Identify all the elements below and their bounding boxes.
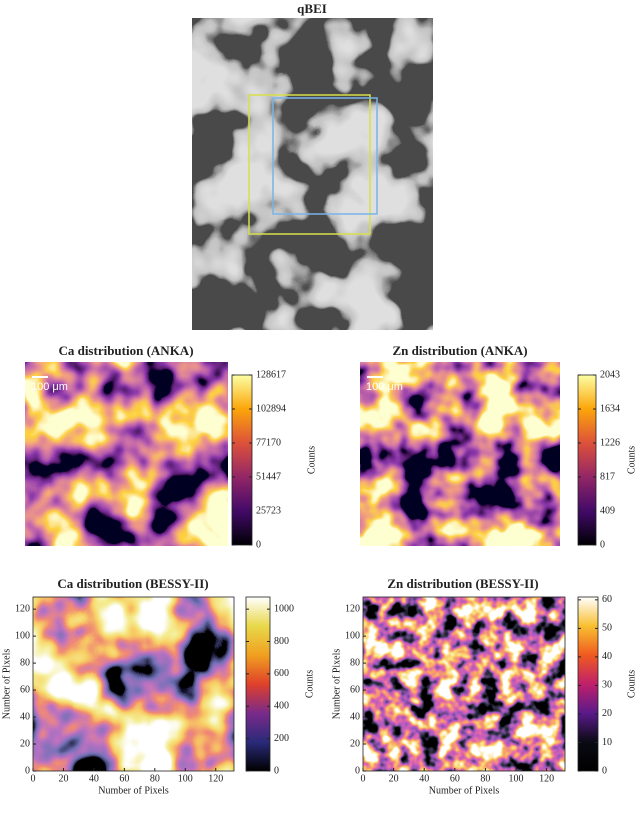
y-tick-label: 0 bbox=[25, 765, 30, 776]
plot-frame bbox=[32, 596, 235, 772]
y-tick-label: 40 bbox=[20, 711, 30, 722]
region-box bbox=[248, 94, 371, 235]
colorbar-tick-label: 200 bbox=[274, 733, 289, 744]
x-axis-label: Number of Pixels bbox=[98, 785, 169, 796]
colorbar-tick-label: 77170 bbox=[256, 437, 281, 448]
x-tick-label: 40 bbox=[419, 773, 429, 784]
x-tick-label: 20 bbox=[58, 773, 68, 784]
x-tick-label: 100 bbox=[178, 773, 193, 784]
y-axis-label: Number of Pixels bbox=[1, 649, 12, 720]
colorbar-tick-label: 600 bbox=[274, 668, 289, 679]
colorbar-label: Counts bbox=[304, 670, 315, 698]
image bbox=[363, 597, 565, 771]
x-tick-label: 60 bbox=[450, 773, 460, 784]
colorbar bbox=[577, 596, 599, 772]
colorbar-tick-label: 1226 bbox=[600, 437, 620, 448]
y-tick-label: 100 bbox=[345, 630, 360, 641]
colorbar-tick-label: 128617 bbox=[256, 369, 286, 380]
colorbar-tick-label: 51447 bbox=[256, 471, 281, 482]
colorbar-tick-label: 400 bbox=[274, 701, 289, 712]
y-tick-label: 20 bbox=[350, 738, 360, 749]
colorbar bbox=[245, 596, 271, 772]
colorbar-label: Counts bbox=[626, 446, 637, 474]
image bbox=[25, 362, 228, 546]
colorbar-tick-label: 817 bbox=[600, 471, 615, 482]
colorbar-tick-label: 0 bbox=[602, 765, 607, 776]
x-tick-label: 120 bbox=[539, 773, 554, 784]
colorbar bbox=[231, 374, 253, 546]
image bbox=[192, 18, 433, 330]
colorbar-tick-label: 20 bbox=[602, 708, 612, 719]
y-tick-label: 120 bbox=[15, 603, 30, 614]
colorbar-label: Counts bbox=[626, 670, 637, 698]
colorbar-tick-label: 0 bbox=[274, 765, 279, 776]
x-tick-label: 100 bbox=[509, 773, 524, 784]
colorbar-tick-label: 50 bbox=[602, 623, 612, 634]
panel-title: Zn distribution (BESSY-II) bbox=[387, 576, 538, 591]
x-axis-label: Number of Pixels bbox=[429, 785, 500, 796]
colorbar-tick-label: 30 bbox=[602, 680, 612, 691]
scale-bar-label: 100 μm bbox=[31, 381, 68, 393]
y-tick-label: 60 bbox=[350, 684, 360, 695]
y-tick-label: 80 bbox=[20, 657, 30, 668]
colorbar-tick-label: 1634 bbox=[600, 403, 620, 414]
image bbox=[33, 597, 234, 771]
colorbar-tick-label: 60 bbox=[602, 594, 612, 605]
scale-bar-label: 100 μm bbox=[366, 381, 403, 393]
colorbar bbox=[577, 374, 597, 546]
colorbar-tick-label: 40 bbox=[602, 651, 612, 662]
x-tick-label: 60 bbox=[119, 773, 129, 784]
x-tick-label: 80 bbox=[150, 773, 160, 784]
panel-title: Ca distribution (ANKA) bbox=[58, 343, 193, 358]
colorbar-tick-label: 0 bbox=[256, 539, 261, 550]
panel-title: qBEI bbox=[297, 1, 327, 16]
image bbox=[360, 362, 560, 546]
y-axis-label: Number of Pixels bbox=[331, 649, 342, 720]
colorbar-tick-label: 25723 bbox=[256, 505, 281, 516]
colorbar-tick-label: 10 bbox=[602, 737, 612, 748]
x-tick-label: 120 bbox=[208, 773, 223, 784]
panel-title: Ca distribution (BESSY-II) bbox=[57, 576, 208, 591]
x-tick-label: 20 bbox=[389, 773, 399, 784]
y-tick-label: 120 bbox=[345, 603, 360, 614]
plot-frame bbox=[362, 596, 566, 772]
colorbar-tick-label: 800 bbox=[274, 636, 289, 647]
panel-title: Zn distribution (ANKA) bbox=[392, 343, 527, 358]
y-tick-label: 60 bbox=[20, 684, 30, 695]
y-tick-label: 80 bbox=[350, 657, 360, 668]
colorbar-label: Counts bbox=[306, 446, 317, 474]
colorbar-tick-label: 1000 bbox=[274, 603, 294, 614]
x-tick-label: 80 bbox=[480, 773, 490, 784]
x-tick-label: 0 bbox=[31, 773, 36, 784]
y-tick-label: 0 bbox=[355, 765, 360, 776]
y-tick-label: 40 bbox=[350, 711, 360, 722]
colorbar-tick-label: 0 bbox=[600, 539, 605, 550]
x-tick-label: 40 bbox=[89, 773, 99, 784]
region-box bbox=[272, 97, 378, 215]
colorbar-tick-label: 2043 bbox=[600, 369, 620, 380]
y-tick-label: 100 bbox=[15, 630, 30, 641]
colorbar-tick-label: 102894 bbox=[256, 403, 286, 414]
x-tick-label: 0 bbox=[361, 773, 366, 784]
colorbar-tick-label: 409 bbox=[600, 505, 615, 516]
y-tick-label: 20 bbox=[20, 738, 30, 749]
